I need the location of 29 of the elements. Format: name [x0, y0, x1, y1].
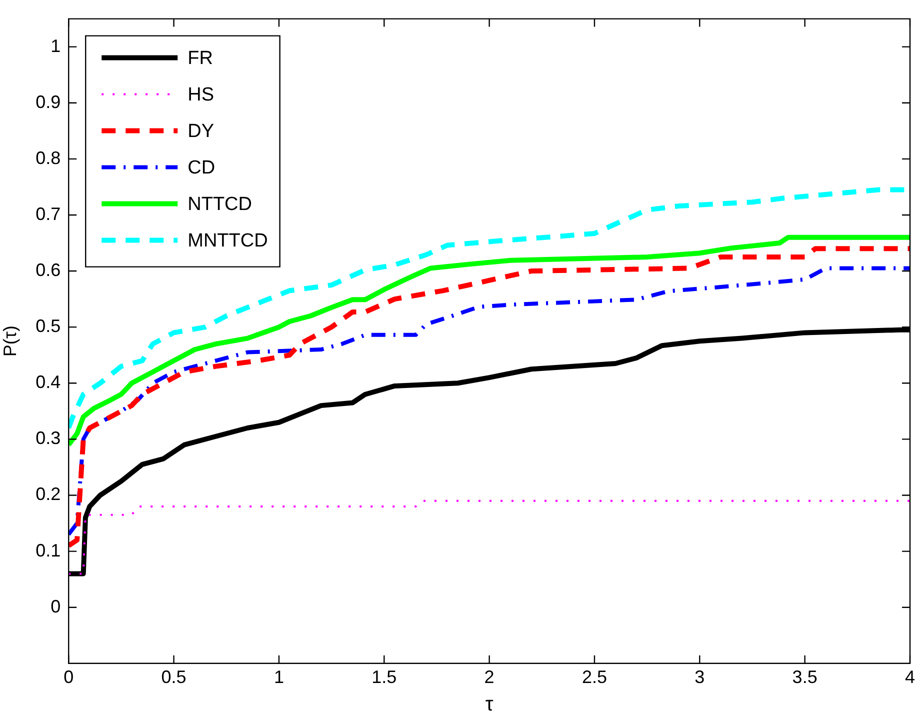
x-tick-label: 3 — [694, 667, 705, 688]
y-tick-label: 0.5 — [36, 316, 61, 336]
x-tick-label: 1 — [274, 667, 284, 688]
y-tick-label: 0.4 — [36, 372, 61, 392]
legend-label: HS — [188, 84, 214, 106]
y-tick-label: 0.7 — [36, 204, 61, 224]
y-axis-title: P(τ) — [0, 326, 20, 357]
x-axis-title: τ — [485, 694, 494, 716]
y-tick-label: 1 — [50, 36, 61, 56]
y-tick-label: 0.8 — [36, 148, 61, 168]
x-tick-label: 2 — [484, 667, 494, 688]
legend-label: CD — [188, 158, 216, 179]
y-tick-label: 0.9 — [36, 92, 61, 112]
y-tick-label: 0.1 — [36, 540, 61, 560]
line-series — [68, 500, 910, 575]
y-tick-label: 0.6 — [36, 260, 61, 280]
x-tick-label: 0 — [64, 667, 74, 688]
x-tick-label: 2.5 — [582, 667, 607, 688]
legend-label: DY — [188, 121, 214, 142]
legend-label: NTTCD — [188, 194, 252, 216]
x-tick-label: 3.5 — [792, 667, 818, 688]
x-tick-label: 4 — [904, 667, 916, 688]
legend-label: FR — [188, 48, 213, 70]
y-tick-label: 0 — [50, 596, 61, 616]
x-tick-label: 0.5 — [161, 667, 186, 688]
legend-label: MNTTCD — [188, 230, 268, 252]
y-tick-label: 0.2 — [36, 484, 61, 504]
x-tick-label: 1.5 — [372, 667, 397, 688]
y-tick-label: 0.3 — [36, 428, 61, 448]
